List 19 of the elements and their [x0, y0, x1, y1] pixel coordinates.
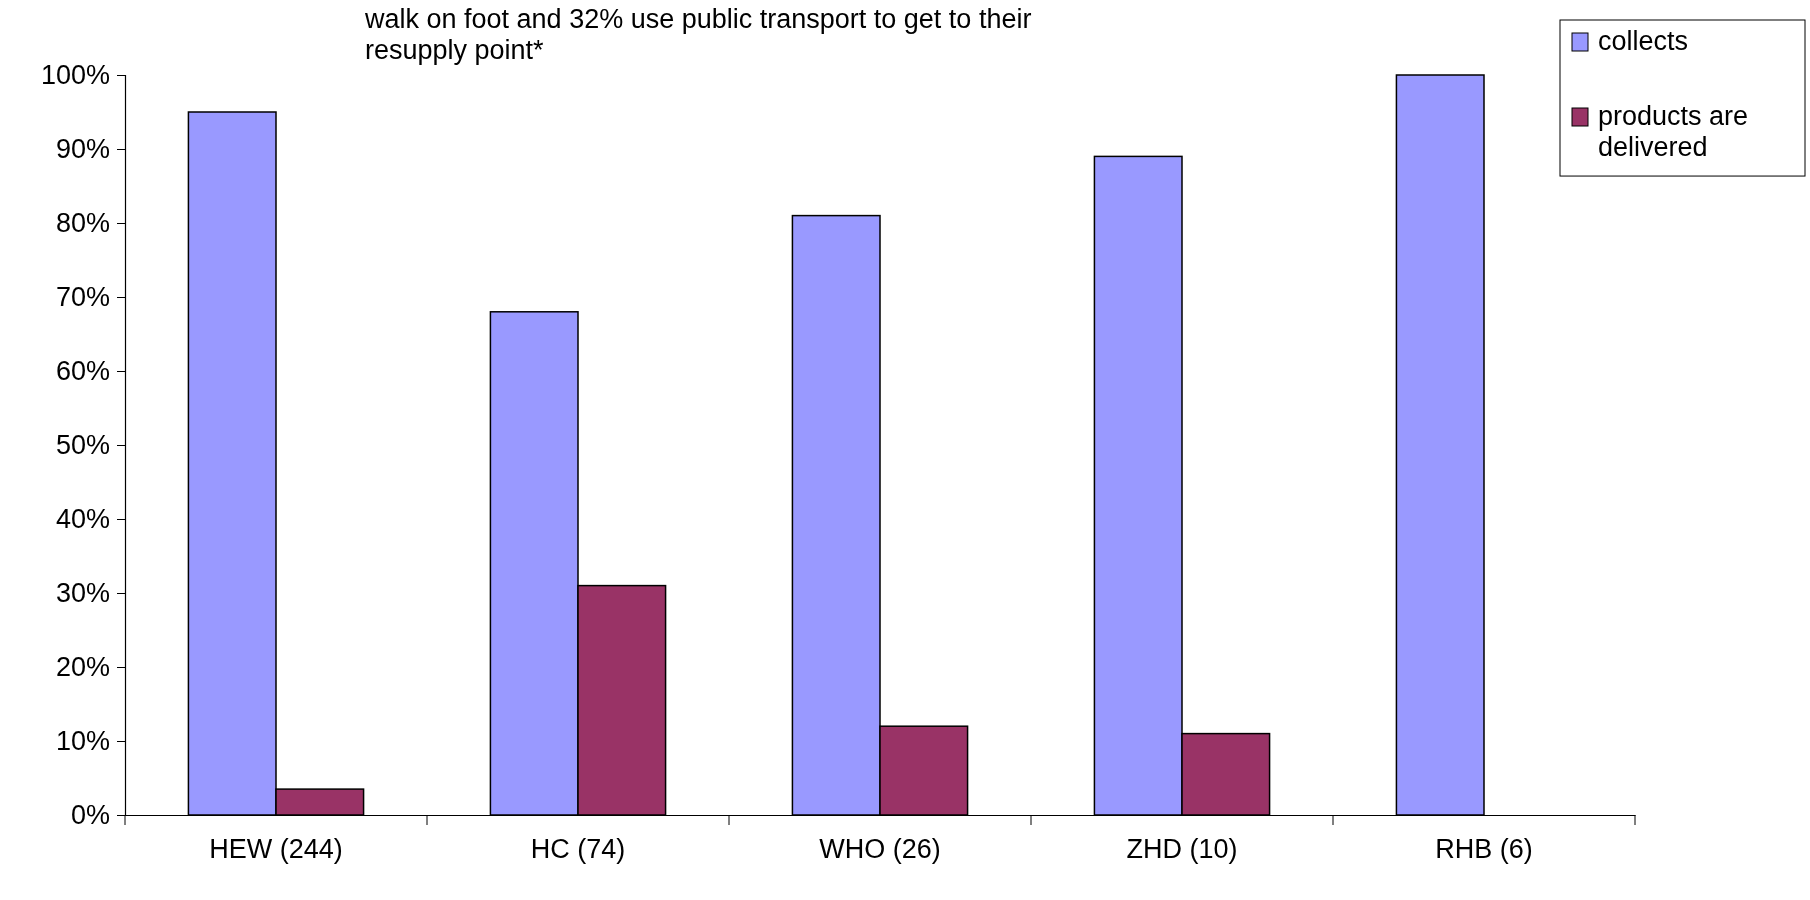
x-tick-label: HEW (244): [209, 834, 343, 864]
y-tick-label: 60%: [55, 356, 110, 387]
y-tick-label: 0%: [70, 800, 110, 831]
y-tick-label: 100%: [40, 60, 110, 91]
x-tick-label: HC (74): [530, 834, 626, 864]
y-tick-label: 20%: [55, 652, 110, 683]
y-tick-label: 50%: [55, 430, 110, 461]
legend-label: collects: [1598, 26, 1689, 56]
legend-label: products are delivered: [1598, 101, 1749, 163]
x-tick-label: RHB (6): [1435, 834, 1533, 864]
x-tick-label: ZHD (10): [1126, 834, 1238, 864]
y-tick-label: 70%: [55, 282, 110, 313]
y-tick-label: 40%: [55, 504, 110, 535]
y-tick-label: 10%: [55, 726, 110, 757]
y-tick-label: 80%: [55, 208, 110, 239]
text: walk on foot and 32% use public transport to get to their resupply point*: [364, 4, 1032, 66]
y-tick-label: 30%: [55, 578, 110, 609]
y-tick-label: 90%: [55, 134, 110, 165]
x-tick-label: WHO (26): [819, 834, 941, 864]
